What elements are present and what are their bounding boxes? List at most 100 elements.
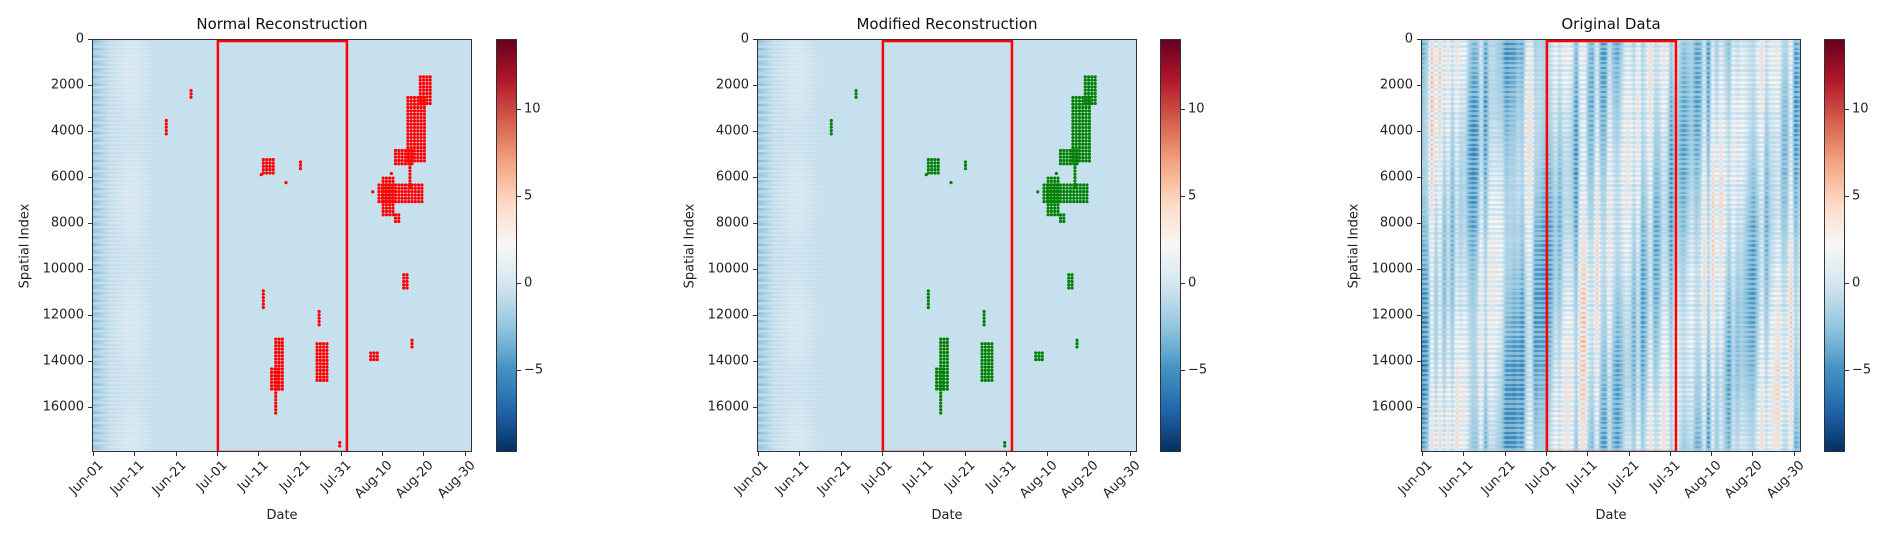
anomaly-marker bbox=[410, 193, 414, 197]
anomaly-marker bbox=[990, 372, 994, 376]
anomaly-marker bbox=[271, 168, 275, 172]
anomaly-marker bbox=[1093, 75, 1097, 79]
anomaly-marker bbox=[400, 158, 404, 163]
anomaly-marker bbox=[280, 380, 284, 385]
anomaly-marker bbox=[1073, 169, 1077, 173]
anomaly-marker bbox=[416, 112, 420, 116]
anomaly-marker bbox=[1046, 206, 1050, 210]
anomaly-marker bbox=[987, 355, 991, 359]
y-tick bbox=[753, 315, 757, 317]
anomaly-marker bbox=[1046, 189, 1050, 193]
anomaly-marker bbox=[315, 368, 319, 372]
anomaly-marker bbox=[1075, 193, 1079, 197]
anomaly-marker bbox=[381, 196, 385, 200]
anomaly-marker bbox=[1062, 200, 1066, 204]
x-tick bbox=[1463, 452, 1465, 456]
x-tick bbox=[1422, 452, 1423, 456]
anomaly-marker bbox=[1084, 125, 1088, 130]
anomaly-marker bbox=[400, 193, 404, 197]
anomaly-marker bbox=[941, 380, 945, 384]
y-tick bbox=[88, 315, 92, 317]
anomaly-marker bbox=[945, 347, 949, 351]
anomaly-marker bbox=[1062, 196, 1066, 200]
anomaly-marker bbox=[983, 355, 987, 359]
anomaly-marker bbox=[406, 115, 410, 120]
anomaly-marker bbox=[934, 384, 939, 388]
anomaly-marker bbox=[1086, 75, 1091, 79]
anomaly-marker bbox=[1081, 132, 1085, 136]
anomaly-marker bbox=[420, 186, 424, 190]
overlay-layer bbox=[829, 40, 1097, 451]
anomaly-marker bbox=[412, 145, 417, 150]
anomaly-marker bbox=[412, 99, 417, 103]
anomaly-marker bbox=[1058, 148, 1063, 153]
anomaly-marker bbox=[274, 357, 278, 361]
anomaly-marker bbox=[1065, 158, 1069, 163]
anomaly-marker bbox=[1074, 142, 1078, 146]
anomaly-marker bbox=[322, 345, 326, 349]
anomaly-marker bbox=[1049, 196, 1054, 200]
anomaly-marker bbox=[298, 167, 303, 171]
anomaly-marker bbox=[419, 155, 423, 160]
anomaly-marker bbox=[1077, 159, 1082, 163]
anomaly-marker bbox=[1074, 139, 1078, 143]
anomaly-marker bbox=[261, 161, 265, 165]
anomaly-marker bbox=[945, 367, 949, 371]
anomaly-marker bbox=[1034, 351, 1038, 355]
anomaly-marker bbox=[407, 158, 411, 163]
anomaly-marker bbox=[315, 372, 319, 376]
colorbar-tick-label: 5 bbox=[1852, 188, 1861, 204]
colorbar-tick bbox=[1181, 108, 1185, 110]
plot-area bbox=[757, 39, 1137, 452]
anomaly-marker bbox=[987, 365, 991, 369]
anomaly-marker bbox=[1058, 193, 1063, 197]
anomaly-marker bbox=[941, 387, 945, 391]
anomaly-marker bbox=[854, 92, 858, 96]
anomaly-marker bbox=[1062, 162, 1066, 166]
anomaly-marker bbox=[1087, 129, 1091, 133]
anomaly-marker bbox=[1075, 186, 1079, 190]
anomaly-marker bbox=[418, 78, 422, 82]
anomaly-marker bbox=[1058, 162, 1063, 166]
anomaly-marker bbox=[391, 213, 395, 217]
anomaly-marker bbox=[388, 186, 392, 190]
y-tick bbox=[753, 361, 757, 363]
anomaly-marker bbox=[419, 112, 423, 116]
anomaly-marker bbox=[419, 105, 423, 110]
anomaly-marker bbox=[945, 370, 949, 375]
y-tick-label: 16000 bbox=[42, 399, 84, 415]
anomaly-marker bbox=[268, 158, 272, 162]
anomaly-marker bbox=[1072, 200, 1076, 204]
anomaly-marker bbox=[982, 323, 986, 327]
anomaly-marker bbox=[1058, 200, 1063, 204]
anomaly-marker bbox=[322, 375, 326, 379]
anomaly-marker bbox=[273, 374, 277, 378]
anomaly-marker bbox=[1090, 95, 1094, 99]
y-tick-label: 0 bbox=[740, 31, 749, 47]
anomaly-marker bbox=[318, 355, 322, 359]
anomaly-marker bbox=[1068, 158, 1073, 163]
anomaly-marker bbox=[412, 122, 417, 126]
anomaly-marker bbox=[983, 362, 987, 366]
anomaly-marker bbox=[408, 162, 412, 166]
anomaly-marker bbox=[280, 387, 284, 391]
anomaly-marker bbox=[983, 372, 987, 376]
anomaly-marker bbox=[1081, 95, 1085, 100]
anomaly-marker bbox=[983, 345, 987, 349]
anomaly-marker bbox=[1090, 78, 1094, 82]
colorbar-tick bbox=[1181, 370, 1185, 372]
anomaly-marker bbox=[406, 102, 410, 106]
anomaly-marker bbox=[1084, 109, 1088, 113]
anomaly-marker bbox=[1090, 101, 1094, 106]
anomaly-marker bbox=[400, 200, 404, 204]
anomaly-marker bbox=[829, 122, 833, 126]
anomaly-marker bbox=[318, 342, 322, 346]
anomaly-marker bbox=[1084, 119, 1088, 123]
anomaly-marker bbox=[1087, 159, 1091, 163]
y-tick bbox=[88, 131, 92, 133]
anomaly-marker bbox=[403, 183, 408, 187]
anomaly-marker bbox=[413, 200, 417, 204]
anomaly-marker bbox=[277, 340, 281, 345]
anomaly-marker bbox=[389, 171, 393, 176]
anomaly-marker bbox=[980, 372, 984, 376]
